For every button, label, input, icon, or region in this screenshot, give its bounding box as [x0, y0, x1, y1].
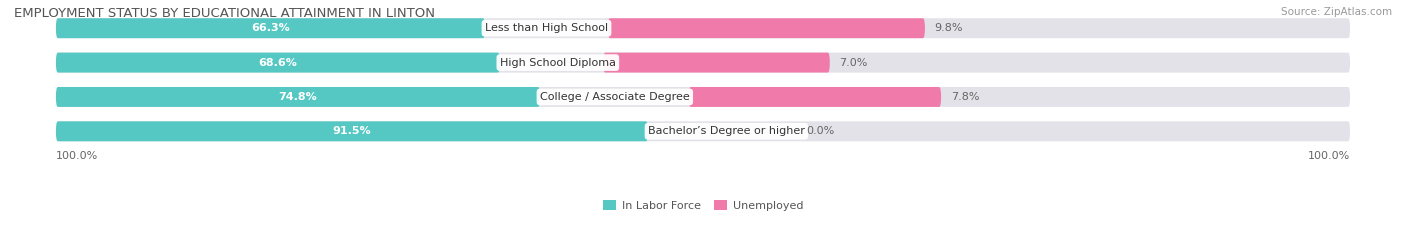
Text: 7.8%: 7.8% [950, 92, 980, 102]
Text: 68.6%: 68.6% [259, 58, 297, 68]
FancyBboxPatch shape [56, 53, 1350, 72]
Text: Less than High School: Less than High School [485, 23, 607, 33]
Text: 100.0%: 100.0% [56, 151, 98, 161]
Text: EMPLOYMENT STATUS BY EDUCATIONAL ATTAINMENT IN LINTON: EMPLOYMENT STATUS BY EDUCATIONAL ATTAINM… [14, 7, 434, 20]
FancyBboxPatch shape [607, 18, 925, 38]
FancyBboxPatch shape [56, 53, 499, 72]
FancyBboxPatch shape [603, 53, 830, 72]
Text: 66.3%: 66.3% [252, 23, 290, 33]
FancyBboxPatch shape [56, 18, 1350, 38]
Text: 100.0%: 100.0% [1308, 151, 1350, 161]
Text: 74.8%: 74.8% [278, 92, 318, 102]
Text: 91.5%: 91.5% [333, 126, 371, 136]
Legend: In Labor Force, Unemployed: In Labor Force, Unemployed [598, 196, 808, 215]
Text: Source: ZipAtlas.com: Source: ZipAtlas.com [1281, 7, 1392, 17]
Text: Bachelor’s Degree or higher: Bachelor’s Degree or higher [648, 126, 804, 136]
Text: College / Associate Degree: College / Associate Degree [540, 92, 690, 102]
FancyBboxPatch shape [56, 121, 1350, 141]
FancyBboxPatch shape [56, 18, 485, 38]
FancyBboxPatch shape [56, 121, 648, 141]
Text: 9.8%: 9.8% [935, 23, 963, 33]
Text: High School Diploma: High School Diploma [499, 58, 616, 68]
FancyBboxPatch shape [689, 87, 941, 107]
Text: 0.0%: 0.0% [807, 126, 835, 136]
Text: 7.0%: 7.0% [839, 58, 868, 68]
FancyBboxPatch shape [56, 87, 540, 107]
FancyBboxPatch shape [56, 87, 1350, 107]
